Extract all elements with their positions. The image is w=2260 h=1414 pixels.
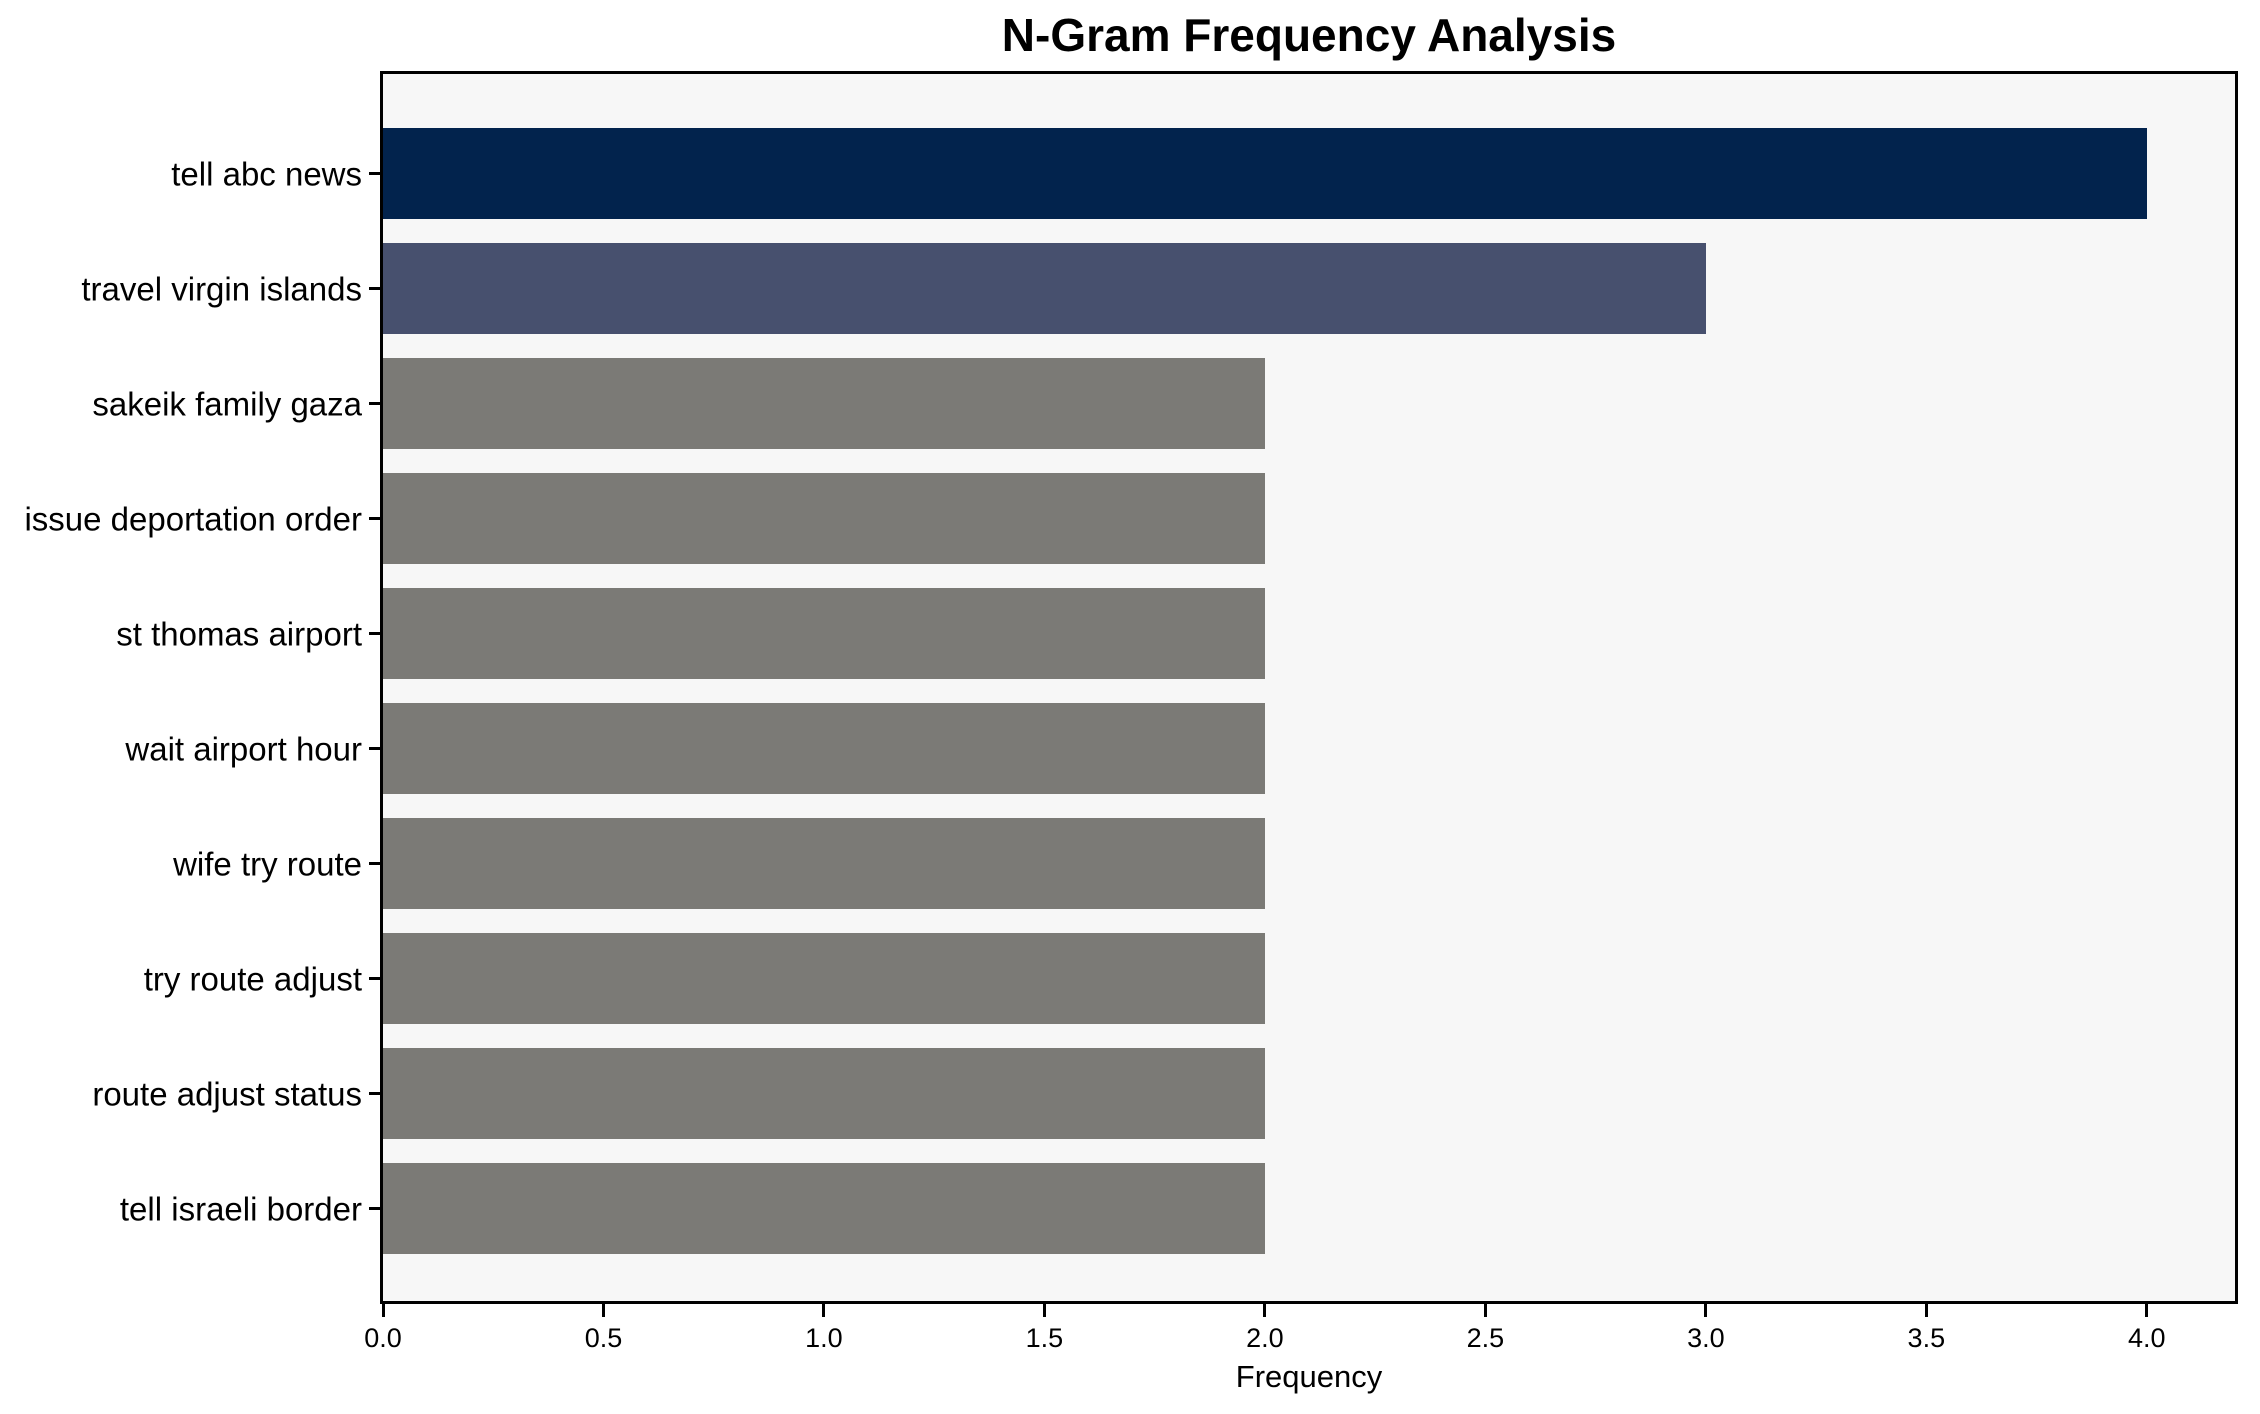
x-tick-mark	[601, 1304, 605, 1317]
x-tick-mark	[822, 1304, 826, 1317]
y-tick-mark	[369, 517, 380, 520]
y-tick-label: tell israeli border	[119, 1190, 362, 1227]
y-tick-mark	[369, 172, 380, 175]
x-tick-label: 2.5	[1466, 1323, 1505, 1353]
x-tick-mark	[1704, 1304, 1708, 1317]
x-tick-label: 3.0	[1687, 1323, 1725, 1353]
x-tick-label: 1.0	[805, 1323, 843, 1353]
y-tick-label: wife try route	[173, 845, 362, 882]
y-tick-label: travel virgin islands	[81, 270, 362, 307]
y-tick-mark	[369, 977, 380, 980]
chart-title: N-Gram Frequency Analysis	[1001, 9, 1617, 61]
y-tick-label: try route adjust	[143, 960, 362, 997]
y-tick-mark	[369, 747, 380, 750]
bar	[383, 1048, 1265, 1139]
y-tick-label: issue deportation order	[24, 500, 362, 537]
bar	[383, 473, 1265, 564]
y-tick-label: sakeik family gaza	[92, 385, 362, 422]
plot-area	[380, 71, 2238, 1304]
bar	[383, 818, 1265, 909]
x-tick-mark	[381, 1304, 385, 1317]
bar	[383, 128, 2147, 219]
bar	[383, 243, 1706, 334]
x-tick-label: 4.0	[2128, 1323, 2166, 1353]
y-tick-label: route adjust status	[92, 1075, 362, 1112]
y-tick-mark	[369, 862, 380, 865]
x-tick-label: 0.0	[364, 1323, 402, 1353]
bar	[383, 933, 1265, 1024]
x-tick-mark	[1483, 1304, 1487, 1317]
x-tick-mark	[1924, 1304, 1928, 1317]
y-tick-label: wait airport hour	[125, 730, 362, 767]
bar	[383, 358, 1265, 449]
x-tick-mark	[1042, 1304, 1046, 1317]
y-tick-mark	[369, 402, 380, 405]
x-tick-mark	[1263, 1304, 1267, 1317]
y-tick-mark	[369, 287, 380, 290]
x-tick-mark	[2145, 1304, 2149, 1317]
bar	[383, 1163, 1265, 1254]
y-tick-label: tell abc news	[171, 155, 362, 192]
y-tick-mark	[369, 632, 380, 635]
x-tick-label: 0.5	[584, 1323, 623, 1353]
y-tick-label: st thomas airport	[116, 615, 362, 652]
y-tick-mark	[369, 1092, 380, 1095]
x-tick-label: 2.0	[1246, 1323, 1284, 1353]
y-tick-mark	[369, 1207, 380, 1210]
x-tick-label: 3.5	[1907, 1323, 1946, 1353]
bar	[383, 703, 1265, 794]
bar	[383, 588, 1265, 679]
x-tick-label: 1.5	[1025, 1323, 1064, 1353]
x-axis-label: Frequency	[1235, 1359, 1383, 1394]
